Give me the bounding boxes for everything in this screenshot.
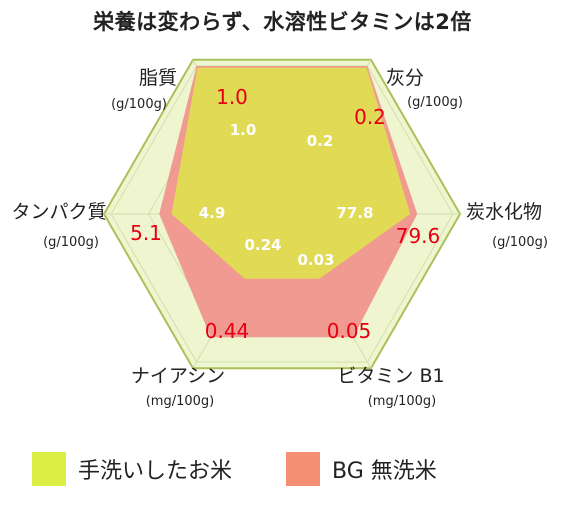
data-label-hand-niacin: 0.24 — [244, 236, 281, 254]
legend-item-hand: 手洗いしたお米 — [32, 452, 232, 486]
axis-name-protein: タンパク質 — [11, 201, 106, 223]
legend-item-bg: BG 無洗米 — [286, 452, 437, 486]
data-label-hand-vitb1: 0.03 — [297, 251, 334, 269]
axis-unit-protein: (g/100g) — [43, 235, 99, 250]
data-label-hand-protein: 4.9 — [199, 204, 226, 222]
axis-name-vitb1: ビタミン B1 — [337, 365, 444, 387]
data-label-bg-carb: 79.6 — [396, 224, 441, 248]
legend-label-bg: BG 無洗米 — [332, 459, 437, 484]
legend-swatch-hand — [32, 452, 66, 486]
data-label-hand-ash: 0.2 — [307, 132, 334, 150]
chart-title: 栄養は変わらず、水溶性ビタミンは2倍 — [93, 10, 472, 34]
data-label-hand-carb: 77.8 — [336, 204, 373, 222]
data-label-bg-vitb1: 0.05 — [327, 319, 372, 343]
axis-name-niacin: ナイアシン — [131, 365, 225, 387]
axis-unit-ash: (g/100g) — [407, 95, 463, 110]
axis-name-ash: 灰分 — [386, 67, 424, 89]
data-label-bg-niacin: 0.44 — [205, 319, 250, 343]
axis-unit-fat: (g/100g) — [111, 97, 167, 112]
axis-unit-niacin: (mg/100g) — [146, 394, 215, 409]
data-label-hand-fat: 1.0 — [230, 121, 257, 139]
legend-swatch-bg — [286, 452, 320, 486]
axis-unit-carb: (g/100g) — [492, 235, 548, 250]
axis-unit-vitb1: (mg/100g) — [368, 394, 437, 409]
axis-name-carb: 炭水化物 — [466, 201, 542, 223]
axis-name-fat: 脂質 — [139, 67, 177, 89]
data-label-bg-ash: 0.2 — [354, 105, 386, 129]
data-label-bg-protein: 5.1 — [130, 221, 162, 245]
legend-label-hand: 手洗いしたお米 — [78, 459, 233, 484]
series-hand-area — [171, 67, 411, 279]
data-label-bg-fat: 1.0 — [216, 85, 248, 109]
